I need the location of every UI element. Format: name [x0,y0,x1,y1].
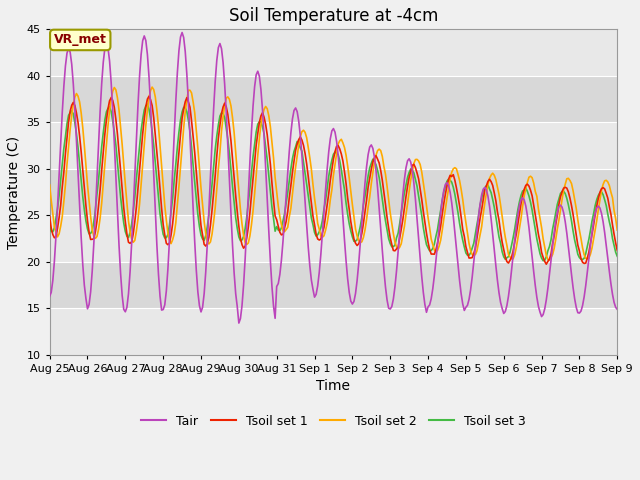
Text: VR_met: VR_met [54,34,107,47]
Y-axis label: Temperature (C): Temperature (C) [7,135,21,249]
Bar [50,29,617,76]
Bar [50,122,617,169]
Bar [50,169,617,215]
Legend: Tair, Tsoil set 1, Tsoil set 2, Tsoil set 3: Tair, Tsoil set 1, Tsoil set 2, Tsoil se… [136,410,531,433]
Title: Soil Temperature at -4cm: Soil Temperature at -4cm [228,7,438,25]
X-axis label: Time: Time [316,379,351,393]
Bar [50,215,617,262]
Bar [50,76,617,122]
Bar [50,262,617,308]
Bar [50,308,617,355]
